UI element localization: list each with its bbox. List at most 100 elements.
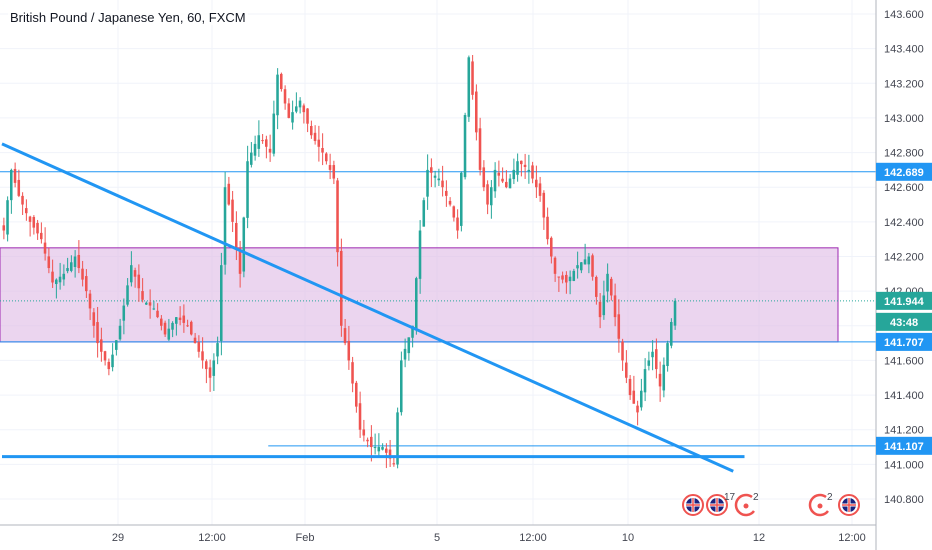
candle <box>100 327 103 362</box>
candle <box>295 92 298 114</box>
candle <box>523 153 527 179</box>
time-tick-label: 12:00 <box>198 532 226 544</box>
candle-body <box>497 172 501 176</box>
uk-flag-icon[interactable] <box>838 494 860 516</box>
candle-body <box>235 222 238 248</box>
candle-body <box>568 276 572 282</box>
candle <box>460 171 463 232</box>
candle <box>561 271 564 284</box>
candle <box>478 117 482 176</box>
candle <box>115 340 118 356</box>
candle-body <box>520 160 523 165</box>
candle <box>550 236 553 264</box>
candle <box>546 207 549 245</box>
candle <box>355 380 358 413</box>
candle-body <box>287 103 291 118</box>
candle <box>516 153 519 182</box>
candle <box>452 205 456 222</box>
candle <box>580 261 583 274</box>
level-price-tag: 142.689 <box>884 167 924 179</box>
candle <box>58 262 62 290</box>
candle <box>111 343 114 372</box>
candle-body <box>658 373 662 387</box>
candle <box>602 280 606 320</box>
price-tick-label: 140.800 <box>884 494 924 506</box>
candle <box>388 439 392 468</box>
candle <box>313 125 317 145</box>
candle <box>655 338 658 379</box>
countdown-label: 43:48 <box>890 317 918 329</box>
candle <box>613 283 617 327</box>
candle-body <box>621 341 624 361</box>
candle <box>400 351 403 416</box>
candle-body <box>306 108 309 124</box>
candle-body <box>66 268 69 272</box>
candle-body <box>606 273 609 292</box>
candle <box>148 289 152 319</box>
candle <box>96 306 99 358</box>
candle-body <box>43 242 47 254</box>
candle-body <box>347 340 351 361</box>
uk-flag-icon[interactable] <box>682 494 704 516</box>
event-marker-icon[interactable]: 2 <box>734 492 759 517</box>
candle <box>257 120 261 157</box>
candle-body <box>246 161 249 218</box>
candle <box>242 216 246 278</box>
candle-body <box>73 256 77 267</box>
event-marker-icon[interactable]: 2 <box>808 492 833 517</box>
candle <box>186 319 189 327</box>
candle-body <box>156 310 159 318</box>
candle <box>152 300 156 311</box>
candle-body <box>272 113 276 154</box>
trend-line <box>1 142 734 473</box>
candle <box>171 321 174 338</box>
candle <box>557 276 561 292</box>
candle-body <box>32 216 36 228</box>
candle <box>141 278 144 303</box>
candle <box>175 316 178 336</box>
candle-body <box>310 125 313 136</box>
candle <box>572 268 576 282</box>
candle <box>445 180 448 207</box>
candle-body <box>587 256 591 265</box>
candle-body <box>122 305 126 321</box>
candle-body <box>231 199 234 222</box>
candle <box>62 264 66 286</box>
candle-body <box>253 143 257 156</box>
candle <box>227 176 231 206</box>
candle <box>32 215 36 235</box>
candle-body <box>227 183 231 205</box>
time-tick-label: 12 <box>753 532 765 544</box>
candle <box>81 260 84 287</box>
candle-body <box>508 178 512 189</box>
candle <box>448 197 452 207</box>
candle <box>43 227 47 261</box>
candle-body <box>647 360 651 366</box>
candle <box>306 108 309 133</box>
candle-body <box>546 216 549 240</box>
candle <box>415 276 418 335</box>
uk-flag-icon[interactable]: 17 <box>706 492 736 516</box>
candle <box>130 251 133 287</box>
candle <box>625 350 628 384</box>
candle-body <box>490 187 493 206</box>
candle-body <box>482 167 486 188</box>
candle <box>628 375 632 400</box>
candle <box>302 103 306 124</box>
candle <box>640 378 643 411</box>
candle-body <box>591 255 594 277</box>
candle <box>231 190 234 233</box>
candle-body <box>433 175 437 178</box>
event-count: 2 <box>827 492 833 503</box>
candle-body <box>70 262 73 271</box>
candle <box>40 222 43 244</box>
candle-body <box>103 351 107 361</box>
candle <box>201 337 204 369</box>
candle-body <box>366 439 369 442</box>
candle-body <box>651 351 654 358</box>
candle <box>126 278 129 307</box>
event-count: 17 <box>724 492 736 503</box>
candle-body <box>201 351 204 361</box>
candle <box>13 162 17 188</box>
